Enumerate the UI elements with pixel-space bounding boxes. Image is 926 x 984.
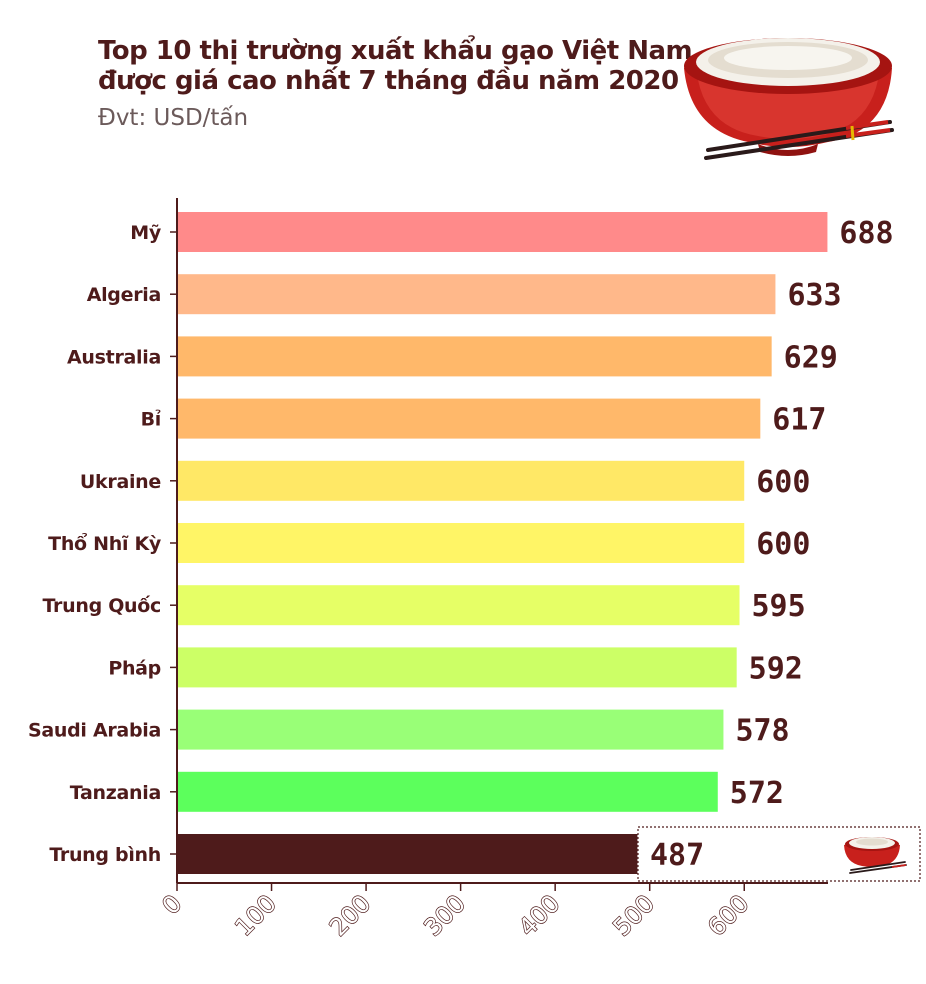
rice-bowl-icon [684, 38, 894, 160]
bar [177, 771, 718, 812]
value-label: 592 [749, 651, 803, 686]
x-tick-label: 400 [513, 889, 565, 941]
bar [177, 460, 745, 501]
value-label: 578 [735, 714, 789, 749]
bar [177, 834, 638, 874]
x-tick-label: 500 [608, 889, 660, 941]
value-label: 688 [839, 216, 893, 251]
category-label: Algeria [87, 284, 161, 306]
average-callout-box [637, 826, 921, 882]
value-label: 600 [756, 527, 810, 562]
bar [177, 398, 761, 439]
category-label: Thổ Nhĩ Kỳ [48, 532, 162, 555]
title-block: Top 10 thị trường xuất khẩu gạo Việt Nam… [98, 36, 693, 134]
value-label: 595 [752, 589, 806, 624]
bar [177, 523, 745, 563]
category-label: Australia [67, 346, 161, 368]
value-label: 617 [772, 403, 826, 438]
value-label: 572 [730, 776, 784, 811]
bar [177, 336, 772, 377]
category-label: Tanzania [70, 782, 161, 804]
chart-title: Top 10 thị trường xuất khẩu gạo Việt Nam [98, 36, 693, 66]
value-label: 633 [787, 278, 841, 313]
category-label: Bỉ [141, 409, 161, 431]
chart-subtitle-unit: Đvt: USD/tấn [98, 105, 249, 131]
bar [177, 585, 740, 626]
x-tick-label: 600 [702, 889, 754, 941]
category-label: Pháp [108, 657, 161, 679]
category-label: Ukraine [80, 471, 161, 493]
bar [177, 647, 737, 688]
chart-title-line-2: được giá cao nhất 7 tháng đầu năm 2020 [98, 66, 679, 96]
bar [177, 274, 776, 315]
bar [177, 212, 828, 252]
x-tick-label: 300 [419, 889, 471, 941]
value-label: 629 [784, 340, 838, 375]
x-tick-label: 200 [324, 889, 376, 941]
bar [177, 709, 724, 750]
category-label: Trung bình [49, 844, 161, 866]
category-label: Trung Quốc [42, 594, 161, 617]
small-rice-bowl-icon [844, 837, 907, 874]
value-label: 487 [650, 838, 704, 873]
x-tick-label: 100 [230, 889, 282, 941]
x-tick-label: 0 [157, 889, 188, 920]
value-label: 600 [756, 465, 810, 500]
category-label: Saudi Arabia [28, 720, 161, 742]
category-label: Mỹ [130, 222, 162, 244]
